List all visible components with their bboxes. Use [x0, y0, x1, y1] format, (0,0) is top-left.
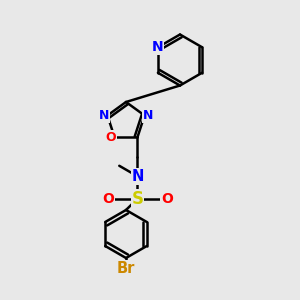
- Text: O: O: [102, 192, 114, 206]
- Text: O: O: [161, 192, 173, 206]
- Text: N: N: [131, 169, 144, 184]
- Text: S: S: [131, 190, 143, 208]
- Text: O: O: [106, 131, 116, 144]
- Text: Br: Br: [117, 261, 135, 276]
- Text: N: N: [99, 109, 109, 122]
- Text: N: N: [152, 40, 164, 54]
- Text: N: N: [143, 109, 153, 122]
